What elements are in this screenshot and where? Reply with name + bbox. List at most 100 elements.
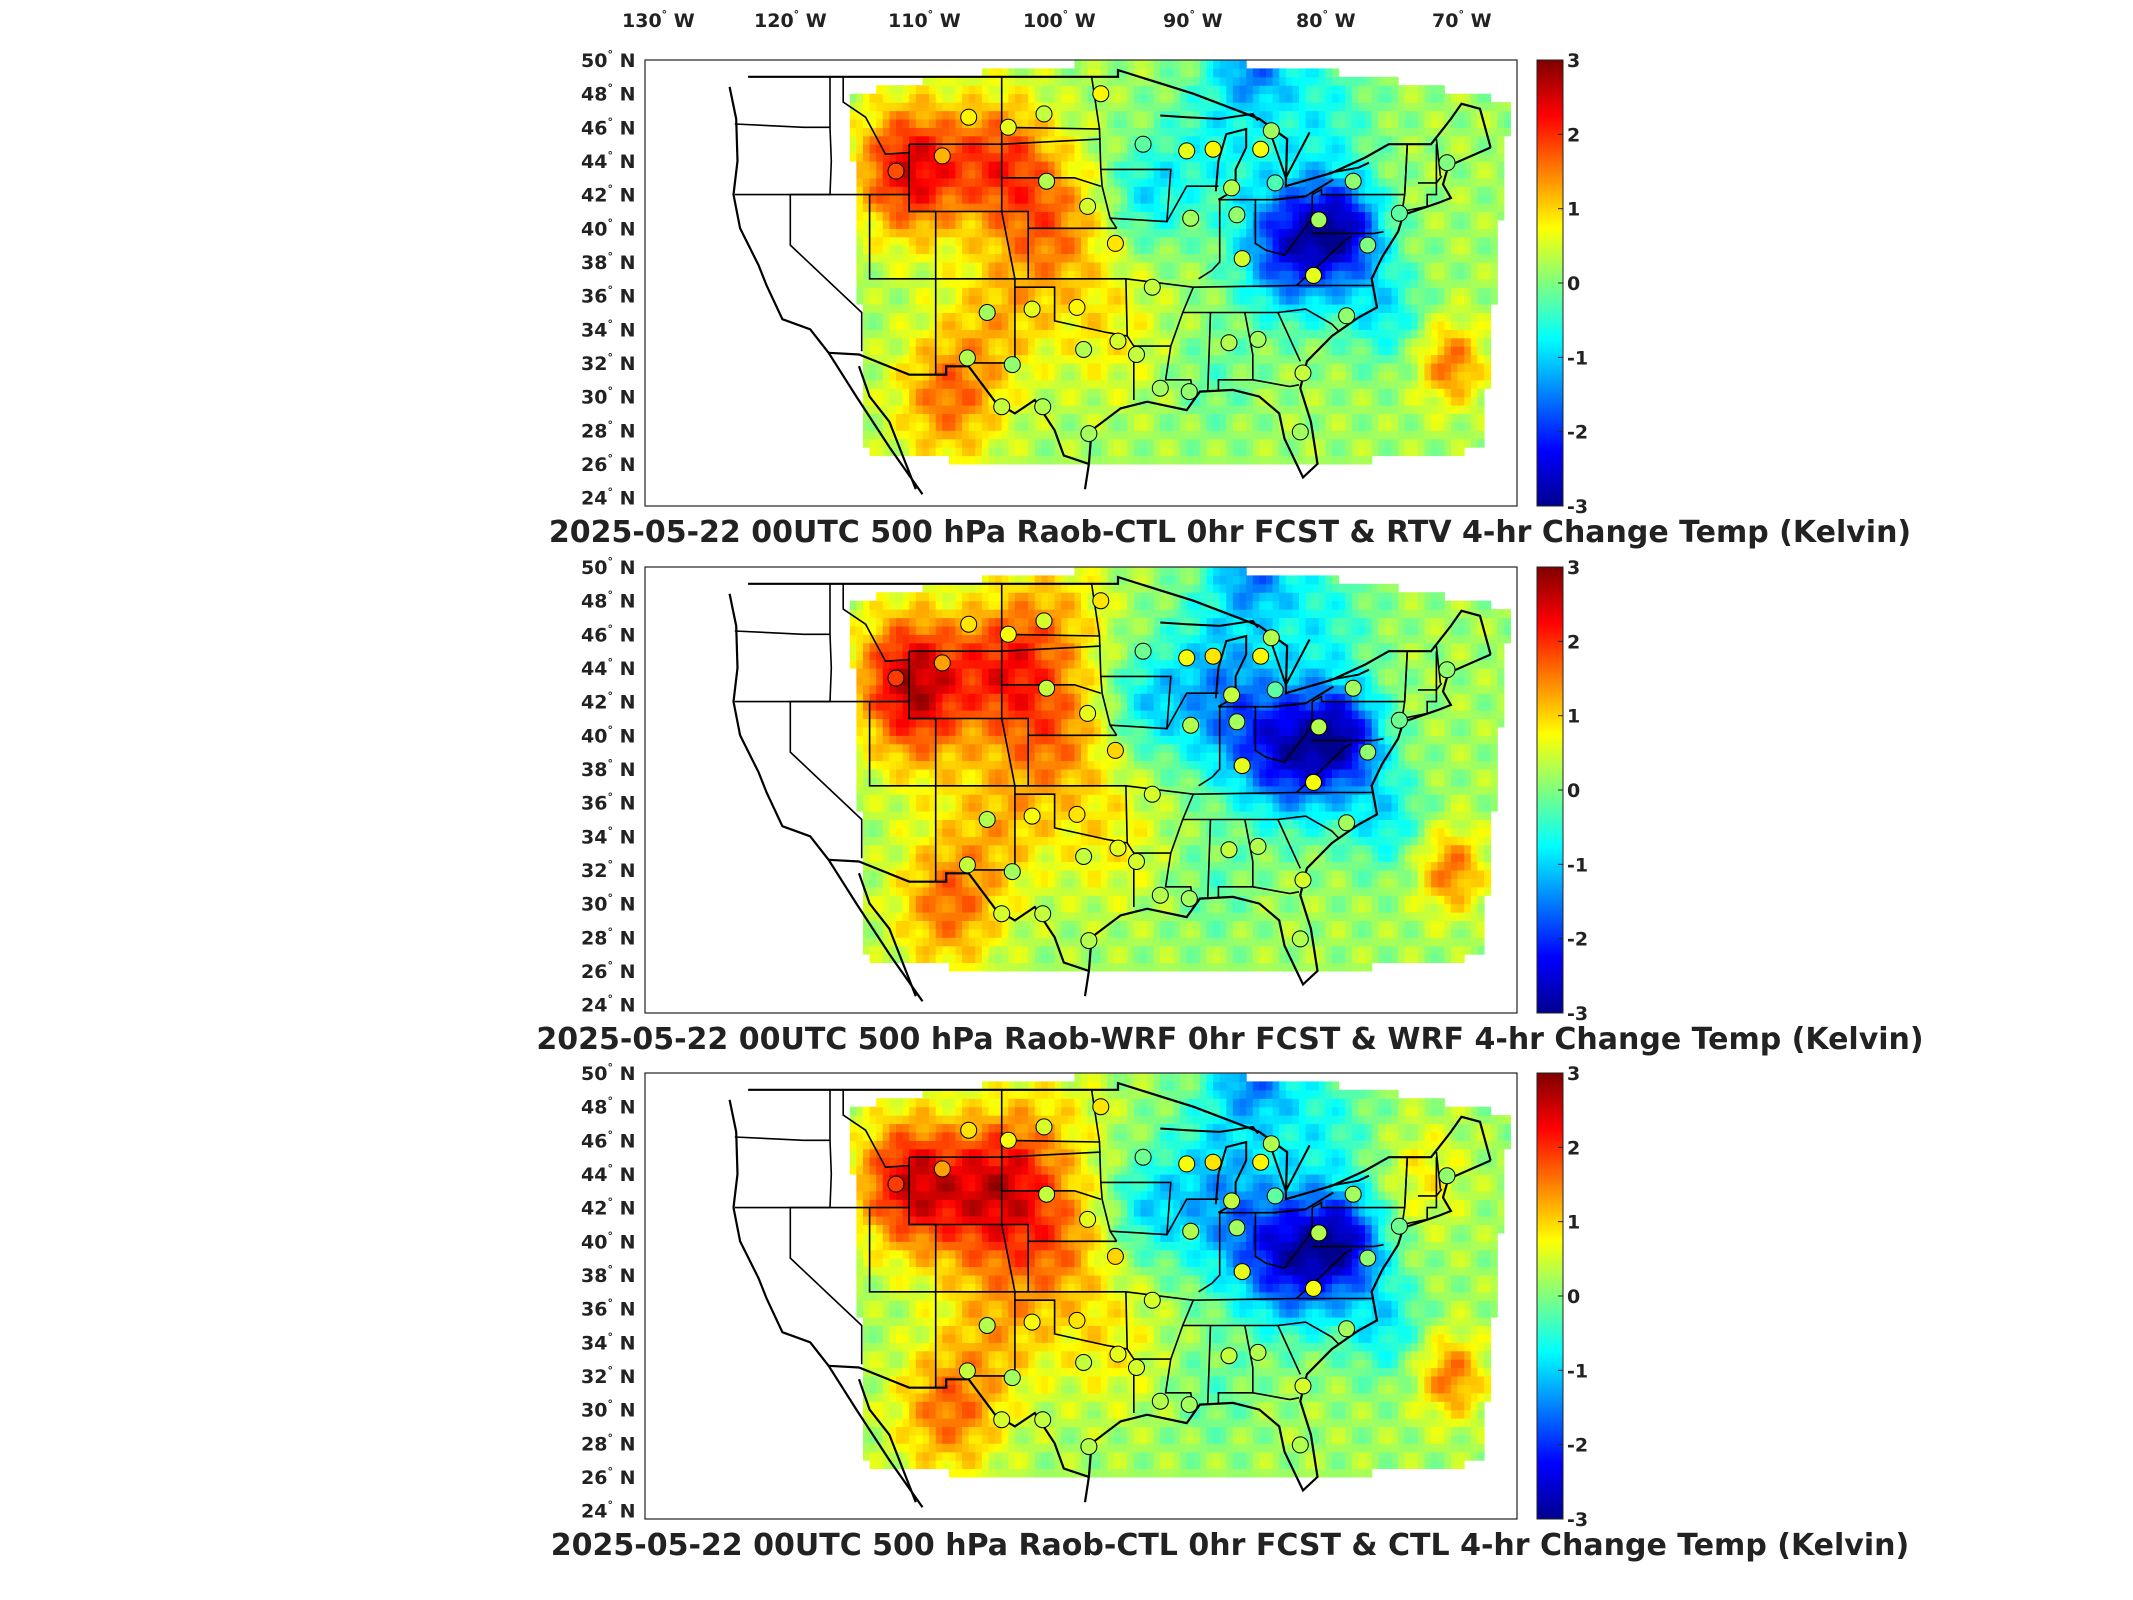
station-marker [1035,612,1053,630]
station-marker [958,856,976,874]
colorbar-tick-label: 3 [1567,50,1580,72]
lon-label-110: 110° W [888,8,961,32]
plot-frame [644,59,1518,507]
station-marker [1003,863,1021,881]
lat-label-42: 42° N [581,690,635,714]
station-marker [1106,1247,1124,1265]
station-marker [1310,211,1328,229]
station-marker [958,1362,976,1380]
lon-label-70: 70° W [1432,8,1492,32]
lat-label-40: 40° N [581,1229,635,1253]
colorbar-tick-label: 0 [1567,273,1580,295]
temperature-field [849,1073,1511,1478]
lat-label-50: 50° N [581,555,635,579]
station-marker [1003,1369,1021,1387]
station-marker [1092,1098,1110,1116]
station-marker [1220,334,1238,352]
station-marker [1180,383,1198,401]
station-marker [993,1411,1011,1429]
panel-title: 2025-05-22 00UTC 500 hPa Raob-CTL 0hr FC… [549,515,1911,550]
lat-label-30: 30° N [581,385,635,409]
lat-label-28: 28° N [581,925,635,949]
lat-label-32: 32° N [581,351,635,375]
station-marker [1249,330,1267,348]
lat-label-46: 46° N [581,115,635,139]
station-marker [1038,1185,1056,1203]
station-marker [1294,1377,1312,1395]
colorbar-tick-label: -1 [1567,347,1588,369]
colorbar-tick-label: -2 [1567,1435,1588,1457]
station-marker [1143,1291,1161,1309]
station-marker [1106,234,1124,252]
station-marker [1262,122,1280,140]
station-marker [1252,140,1270,158]
station-marker [1134,135,1152,153]
station-marker [1223,686,1241,704]
lat-label-24: 24° N [581,486,635,510]
lat-label-40: 40° N [581,723,635,747]
station-marker [1023,1313,1041,1331]
colorbar-tick-label: 1 [1567,1212,1580,1234]
lat-label-38: 38° N [581,1263,635,1287]
station-marker [887,162,905,180]
station-marker [1233,757,1251,775]
station-marker [999,625,1017,643]
station-marker [1143,785,1161,803]
station-marker [1291,930,1309,948]
station-marker [1080,932,1098,950]
station-marker [1310,718,1328,736]
colorbar-tick-label: -3 [1567,496,1588,518]
lat-label-28: 28° N [581,418,635,442]
station-marker [933,1160,951,1178]
plot-frame [644,566,1518,1014]
lat-label-50: 50° N [581,1061,635,1085]
station-marker [1249,837,1267,855]
station-marker [1034,398,1052,416]
station-marker [1252,647,1270,665]
station-marker [1151,886,1169,904]
station-marker [1182,209,1200,227]
lat-label-26: 26° N [581,959,635,983]
station-marker [1080,1438,1098,1456]
station-marker [1128,1359,1145,1376]
station-marker [1262,1135,1280,1153]
colorbar-tick-label: 0 [1567,780,1580,802]
station-marker [1178,142,1196,160]
map-outlines [728,1081,1492,1508]
latitude-labels: 50° N 48° N 46° N 44° N 42° N 40° N 38° N 36° N… [581,48,635,510]
station-marker [1023,807,1041,825]
colorbar-tick-label: -1 [1567,1360,1588,1382]
colorbar-tick-label: -1 [1567,854,1588,876]
station-marker [1034,905,1052,923]
station-marker [1204,140,1222,158]
lat-label-36: 36° N [581,791,635,815]
lat-label-28: 28° N [581,1431,635,1455]
station-marker [1294,871,1312,889]
station-marker [1305,266,1322,284]
lat-label-24: 24° N [581,1499,635,1523]
station-marker [1223,1192,1241,1210]
lon-label-80: 80° W [1296,8,1356,32]
station-marker [1180,1396,1198,1414]
station-marker [887,1175,905,1193]
station-marker [1034,1411,1052,1429]
lat-label-48: 48° N [581,82,635,106]
colorbar-tick-label: 0 [1567,1286,1580,1308]
station-marker [1143,278,1161,296]
station-marker [1223,179,1241,197]
station-marker [1233,1263,1251,1281]
station-marker [1266,681,1284,699]
colorbar-tick-label: 2 [1567,124,1580,146]
lat-label-26: 26° N [581,452,635,476]
lat-label-48: 48° N [581,589,635,613]
station-marker [1035,105,1053,123]
station-marker [999,118,1017,136]
colorbar-tick-label: 1 [1567,199,1580,221]
lat-label-44: 44° N [581,1162,635,1186]
colorbar-tick-label: -3 [1567,1003,1588,1025]
station-marker [1266,174,1284,192]
station-marker [1092,85,1110,103]
station-marker [1220,841,1238,859]
lat-label-30: 30° N [581,892,635,916]
station-marker [1390,204,1408,222]
